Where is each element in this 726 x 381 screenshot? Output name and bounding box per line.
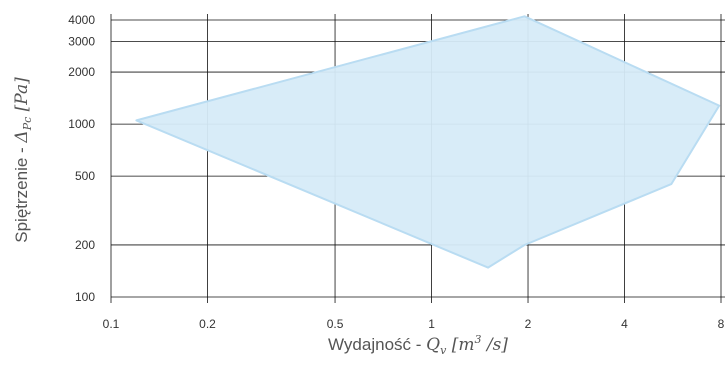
- y-axis-label: Spiętrzenie - ΔPc [Pa]: [12, 77, 34, 243]
- x-axis-label-unit-exp: 3: [474, 333, 481, 346]
- y-tick-label: 2000: [68, 65, 95, 79]
- x-tick-label: 8: [718, 317, 725, 331]
- x-tick-label: 0.5: [327, 317, 344, 331]
- y-axis-label-sub: Pc: [21, 117, 34, 132]
- x-tick-label: 0.1: [103, 317, 120, 331]
- y-tick-label: 1000: [68, 117, 95, 131]
- x-axis-label: Wydajność - Qv [m3 /s]: [328, 333, 508, 357]
- x-axis-label-unit-close: /s]: [481, 335, 508, 355]
- x-tick-label: 0.2: [199, 317, 216, 331]
- y-axis-label-unit: [Pa]: [12, 77, 32, 117]
- x-axis-label-var: Q: [426, 335, 440, 355]
- operating-region: [135, 15, 721, 269]
- x-axis-label-text: Wydajność -: [328, 335, 426, 354]
- y-tick-label: 200: [75, 238, 95, 252]
- x-tick-label: 1: [428, 317, 435, 331]
- y-tick-label: 100: [75, 290, 95, 304]
- y-tick-label: 500: [75, 169, 95, 183]
- x-tick-labels: 0.1 0.2 0.5 1 2 4 8: [103, 317, 725, 331]
- x-tick-label: 2: [525, 317, 532, 331]
- y-tick-label: 4000: [68, 13, 95, 27]
- y-axis-label-text: Spiętrzenie -: [12, 143, 31, 243]
- y-tick-label: 3000: [68, 35, 95, 49]
- x-axis-label-sub: v: [440, 344, 447, 357]
- x-tick-label: 4: [621, 317, 628, 331]
- y-axis-label-var: Δ: [12, 130, 32, 143]
- y-tick-labels: 100 200 500 1000 2000 3000 4000: [68, 13, 95, 304]
- x-axis-label-unit-open: [m: [446, 335, 474, 355]
